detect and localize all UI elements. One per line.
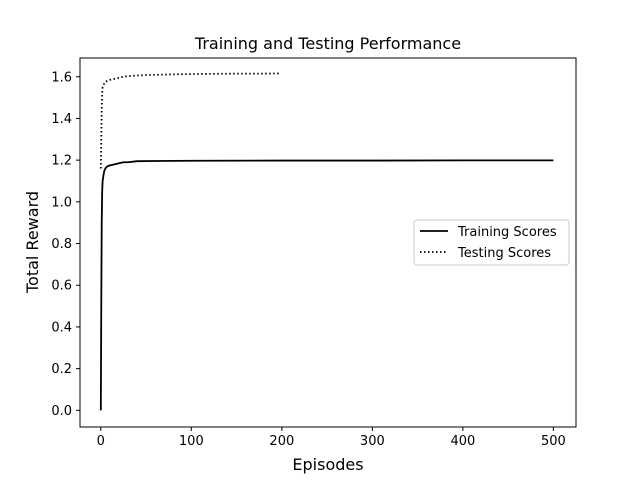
- y-tick-label: 0.6: [51, 279, 72, 294]
- y-tick-label: 0.4: [51, 320, 72, 335]
- x-tick-label: 400: [450, 434, 475, 449]
- x-tick-label: 500: [541, 434, 566, 449]
- series-line-testing: [99, 72, 281, 169]
- x-tick-label: 100: [179, 434, 204, 449]
- legend: Training Scores Testing Scores: [413, 219, 570, 266]
- y-tick-label: 0.8: [51, 237, 72, 252]
- x-tick-label: 200: [269, 434, 294, 449]
- y-tick-label: 1.6: [51, 70, 72, 85]
- x-axis-label: Episodes: [292, 455, 363, 474]
- series-line-training: [99, 159, 554, 411]
- y-tick-label: 1.0: [51, 195, 72, 210]
- series-layer: [99, 72, 554, 411]
- legend-box: [413, 219, 570, 266]
- plot-frame: [79, 57, 577, 428]
- y-axis-label: Total Reward: [23, 191, 42, 294]
- axis-ticks: 0 100 200 300 400 500 0.0 0.2 0.4 0.6 0.8 1.0 1.2 1.4…: [51, 70, 565, 449]
- legend-label-testing: Testing Scores: [457, 246, 551, 261]
- y-tick-label: 1.2: [51, 154, 72, 169]
- legend-label-training: Training Scores: [457, 225, 557, 240]
- x-tick-label: 300: [360, 434, 385, 449]
- x-tick-label: 0: [97, 434, 105, 449]
- chart-title: Training and Testing Performance: [194, 34, 461, 53]
- y-tick-label: 0.0: [51, 404, 72, 419]
- y-tick-label: 0.2: [51, 362, 72, 377]
- y-tick-label: 1.4: [51, 112, 72, 127]
